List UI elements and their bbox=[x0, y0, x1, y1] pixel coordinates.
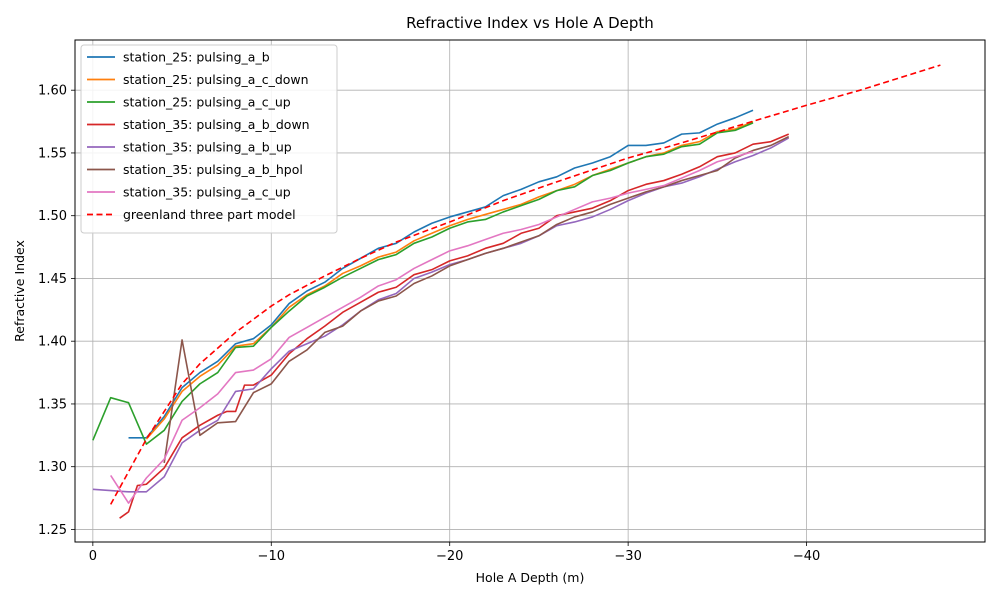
plot-area-frame bbox=[74, 39, 986, 543]
y-tick-label: 1.25 bbox=[38, 523, 67, 538]
y-tick-label: 1.40 bbox=[38, 335, 67, 350]
x-axis-label: Hole A Depth (m) bbox=[476, 570, 585, 585]
series-line-station-25-pulsing-a-c-up bbox=[92, 122, 754, 445]
x-tick-label: −10 bbox=[258, 549, 285, 564]
series-line-station-35-pulsing-a-b-hpol bbox=[163, 135, 790, 464]
series-line-station-35-pulsing-a-b-down bbox=[119, 133, 790, 519]
legend-label: station_35: pulsing_a_b_down bbox=[123, 117, 310, 132]
x-tick-label: 0 bbox=[89, 549, 97, 564]
series-layer bbox=[92, 64, 941, 519]
y-tick-label: 1.60 bbox=[38, 84, 67, 99]
y-tick-label: 1.35 bbox=[38, 397, 67, 412]
y-tick-label: 1.50 bbox=[38, 209, 67, 224]
chart-title: Refractive Index vs Hole A Depth bbox=[406, 14, 654, 32]
y-tick-label: 1.55 bbox=[38, 146, 67, 161]
legend-box bbox=[80, 44, 338, 234]
x-tick-label: −20 bbox=[436, 549, 463, 564]
legend-label: station_35: pulsing_a_b_hpol bbox=[123, 162, 303, 177]
series-line-station-35-pulsing-a-b-up bbox=[92, 137, 790, 493]
y-tick-label: 1.45 bbox=[38, 272, 67, 287]
legend-label: station_25: pulsing_a_c_down bbox=[123, 72, 309, 87]
legend-label: station_25: pulsing_a_b bbox=[123, 50, 270, 65]
legend-label: station_25: pulsing_a_c_up bbox=[123, 95, 291, 110]
tick-layer: 0 −10 −20 −30 −40 1.25 1.30 1.35 1.40 1.45 1.50 1.5… bbox=[38, 84, 820, 564]
series-line-station-35-pulsing-a-c-up bbox=[110, 150, 754, 504]
legend-label: station_35: pulsing_a_c_up bbox=[123, 185, 291, 200]
y-axis-label: Refractive Index bbox=[12, 240, 27, 342]
series-line-greenland-three-part-model bbox=[109, 64, 941, 505]
legend-label: greenland three part model bbox=[123, 207, 296, 222]
y-tick-label: 1.30 bbox=[38, 460, 67, 475]
x-tick-label: −40 bbox=[793, 549, 820, 564]
legend: station_25: pulsing_a_b station_25: pulsi… bbox=[80, 44, 338, 234]
legend-label: station_35: pulsing_a_b_up bbox=[123, 140, 292, 155]
series-line-station-25-pulsing-a-b bbox=[128, 109, 754, 439]
x-tick-label: −30 bbox=[614, 549, 641, 564]
